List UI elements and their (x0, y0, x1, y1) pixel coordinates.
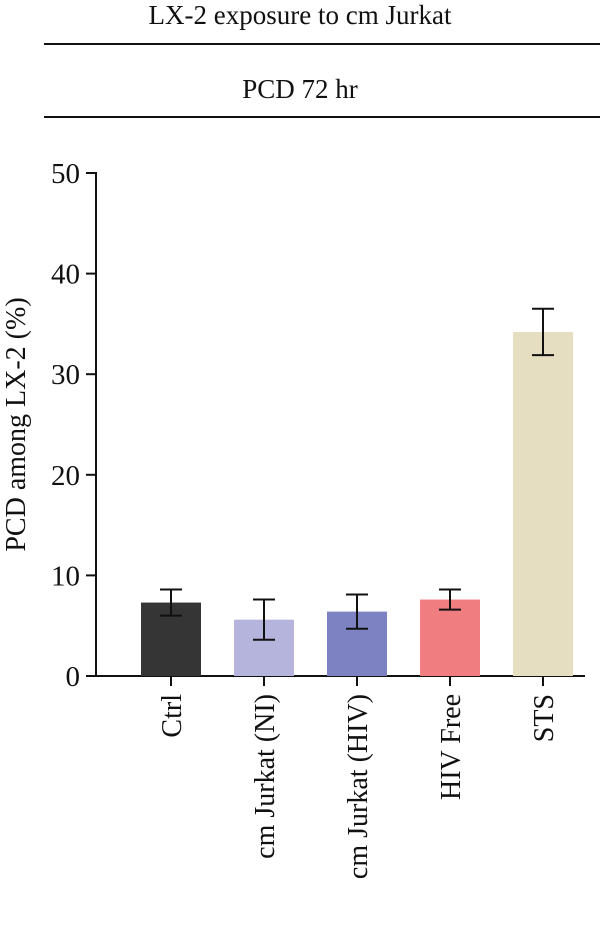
x-category-label: STS (529, 694, 560, 742)
x-category-label: cm Jurkat (HIV) (343, 694, 374, 879)
y-tick-label: 50 (51, 158, 80, 190)
figure-title: LX-2 exposure to cm Jurkat (148, 0, 452, 30)
x-category-label: cm Jurkat (NI) (250, 694, 281, 859)
x-category-label: HIV Free (436, 694, 467, 800)
y-axis-label: PCD among LX-2 (%) (1, 297, 32, 551)
bar (513, 331, 573, 676)
title-divider-bottom (44, 116, 600, 118)
y-tick-label: 10 (51, 560, 80, 592)
y-tick-label: 30 (51, 359, 80, 391)
bar (420, 599, 480, 676)
y-tick-label: 0 (66, 661, 81, 693)
y-tick-label: 40 (51, 259, 80, 291)
title-divider-top (44, 43, 600, 45)
y-tick-label: 20 (51, 460, 80, 492)
figure-subtitle: PCD 72 hr (242, 74, 358, 104)
x-category-label: Ctrl (157, 694, 188, 738)
